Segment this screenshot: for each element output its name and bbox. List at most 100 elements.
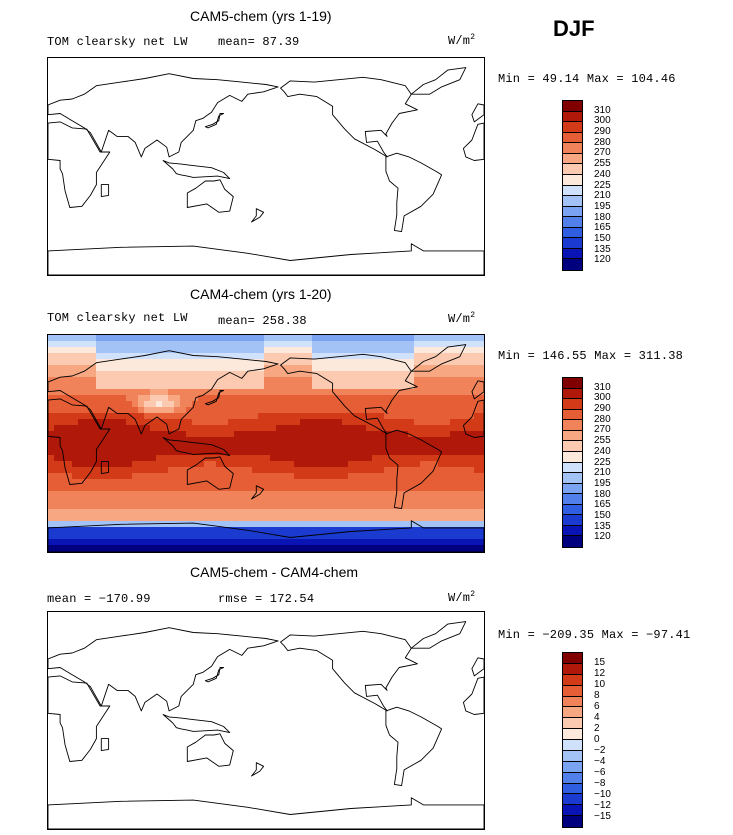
- field-cell: [234, 455, 241, 462]
- field-cell: [468, 347, 475, 354]
- field-cell: [222, 413, 229, 420]
- field-cell: [426, 449, 433, 456]
- field-cell: [210, 359, 217, 366]
- map-canvas: [48, 621, 484, 829]
- field-cell: [138, 347, 145, 354]
- field-cell: [96, 515, 103, 522]
- field-cell: [90, 389, 97, 396]
- field-cell: [468, 377, 475, 384]
- field-cell: [324, 449, 331, 456]
- field-cell: [318, 545, 325, 552]
- field-cell: [324, 347, 331, 354]
- field-cell: [228, 359, 235, 366]
- field-cell: [222, 431, 229, 438]
- field-cell: [54, 503, 61, 510]
- field-cell: [90, 371, 97, 378]
- field-cell: [306, 365, 313, 372]
- field-cell: [180, 461, 187, 468]
- field-cell: [168, 413, 175, 420]
- field-cell: [126, 407, 133, 414]
- field-cell: [294, 467, 301, 474]
- field-cell: [234, 437, 241, 444]
- field-cell: [372, 419, 379, 426]
- field-cell: [90, 515, 97, 522]
- field-cell: [120, 371, 127, 378]
- field-cell: [462, 401, 469, 408]
- field-cell: [222, 521, 229, 528]
- field-cell: [90, 443, 97, 450]
- field-cell: [342, 437, 349, 444]
- field-cell: [108, 503, 115, 510]
- field-cell: [222, 503, 229, 510]
- field-cell: [360, 413, 367, 420]
- field-cell: [72, 407, 79, 414]
- field-cell: [318, 479, 325, 486]
- field-cell: [312, 389, 319, 396]
- coastline: [48, 797, 484, 829]
- field-cell: [84, 545, 91, 552]
- field-cell: [126, 515, 133, 522]
- field-cell: [240, 347, 247, 354]
- field-cell: [90, 341, 97, 348]
- field-cell: [300, 341, 307, 348]
- field-cell: [168, 515, 175, 522]
- field-cell: [318, 491, 325, 498]
- field-cell: [270, 347, 277, 354]
- field-cell: [198, 359, 205, 366]
- field-cell: [342, 461, 349, 468]
- field-cell: [408, 545, 415, 552]
- field-cell: [420, 335, 427, 342]
- field-cell: [420, 383, 427, 390]
- field-cell: [66, 545, 73, 552]
- field-cell: [390, 359, 397, 366]
- field-cell: [132, 503, 139, 510]
- field-cell: [396, 473, 403, 480]
- field-cell: [306, 371, 313, 378]
- field-cell: [78, 467, 85, 474]
- field-cell: [192, 503, 199, 510]
- field-cell: [126, 551, 133, 552]
- field-cell: [204, 395, 211, 402]
- colorbar-tick-label: 120: [594, 531, 611, 543]
- field-cell: [66, 419, 73, 426]
- field-cell: [318, 497, 325, 504]
- field-cell: [408, 509, 415, 516]
- field-cell: [462, 389, 469, 396]
- colorbar-tick-label: −6: [594, 767, 606, 778]
- field-cell: [90, 521, 97, 528]
- field-cell: [294, 377, 301, 384]
- field-cell: [330, 413, 337, 420]
- field-cell: [414, 539, 421, 546]
- field-cell: [258, 503, 265, 510]
- field-cell: [432, 419, 439, 426]
- field-cell: [300, 497, 307, 504]
- field-cell: [66, 359, 73, 366]
- colorbar-swatch: [563, 750, 582, 762]
- field-cell: [156, 533, 163, 540]
- field-cell: [222, 395, 229, 402]
- field-cell: [300, 509, 307, 516]
- colorbar-tick-label: 310: [594, 104, 611, 116]
- colorbar-swatch: [563, 164, 582, 175]
- field-cell: [300, 353, 307, 360]
- field-cell: [264, 407, 271, 414]
- field-cell: [462, 485, 469, 492]
- colorbar-tick-label: 150: [594, 232, 611, 244]
- field-cell: [186, 503, 193, 510]
- field-cell: [408, 377, 415, 384]
- field-cell: [366, 461, 373, 468]
- field-cell: [60, 527, 67, 534]
- field-cell: [66, 371, 73, 378]
- field-cell: [384, 407, 391, 414]
- field-cell: [168, 401, 175, 408]
- field-cell: [372, 395, 379, 402]
- field-cell: [150, 449, 157, 456]
- field-cell: [402, 371, 409, 378]
- field-cell: [336, 533, 343, 540]
- field-cell: [276, 413, 283, 420]
- field-cell: [186, 467, 193, 474]
- field-cell: [252, 401, 259, 408]
- field-cell: [324, 425, 331, 432]
- coastline: [48, 243, 484, 275]
- field-cell: [432, 479, 439, 486]
